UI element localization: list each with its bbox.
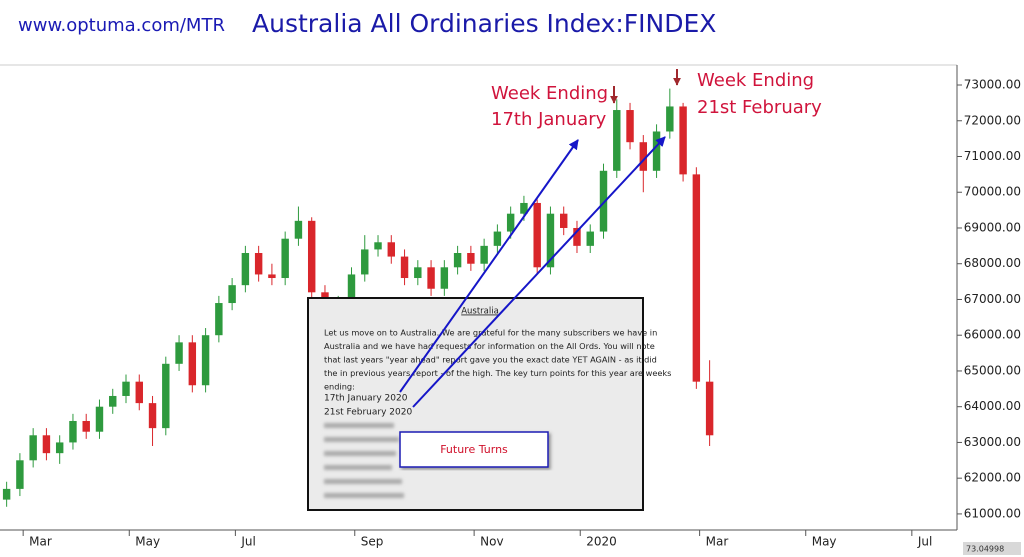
x-tick-label: 2020: [586, 535, 617, 549]
candle-body: [361, 249, 369, 275]
annotation: 21st February: [697, 97, 822, 118]
note-line: that last years "year ahead" report gave…: [324, 355, 657, 365]
chart-title: Australia All Ordinaries Index:FINDEX: [252, 9, 716, 38]
y-tick-label: 71000.00: [964, 149, 1021, 163]
note-line: the in previous years report - of the hi…: [324, 368, 671, 378]
candle-body: [493, 231, 502, 246]
candle-body: [546, 213, 555, 268]
x-tick-label: Jul: [917, 535, 932, 549]
candle-body: [387, 242, 395, 257]
future-turns-button[interactable]: [399, 431, 549, 468]
candle-body: [440, 267, 449, 289]
candle-body: [281, 238, 289, 279]
note-box: [307, 297, 644, 511]
candle-body: [560, 213, 568, 228]
price-tag: [963, 542, 1021, 555]
blurred-text: [324, 423, 404, 498]
source: www.optuma.com/MTR: [18, 15, 225, 36]
candle-body: [254, 253, 263, 275]
candle-body: [307, 220, 316, 293]
candle-body: [2, 488, 11, 500]
note-date: 17th January 2020: [324, 394, 408, 404]
x-tick-label: Sep: [361, 535, 384, 549]
candle-body: [520, 202, 528, 214]
candle-body: [42, 435, 51, 454]
y-tick-label: 66000.00: [964, 328, 1021, 342]
overlay: Australia Let us move on to Australia. W…: [307, 69, 1021, 555]
y-tick-label: 65000.00: [964, 363, 1021, 377]
annotation: Week Ending: [697, 70, 814, 91]
candle-body: [705, 381, 714, 436]
candle-body: [16, 460, 24, 489]
annotation: 17th January: [491, 109, 607, 130]
candle-body: [175, 342, 183, 364]
candle-body: [599, 170, 608, 232]
candle-body: [506, 213, 515, 232]
candle-body: [82, 420, 90, 432]
note-line: Australia and we have had requests for i…: [324, 341, 655, 351]
candle-body: [122, 381, 130, 396]
candle-body: [215, 303, 223, 336]
y-tick-label: 67000.00: [964, 292, 1021, 306]
candle-body: [666, 106, 674, 132]
candle-body: [626, 110, 634, 143]
x-tick-label: May: [812, 535, 837, 549]
arrow: [399, 139, 579, 393]
y-tick-label: 62000.00: [964, 471, 1021, 485]
x-tick-label: Nov: [480, 535, 503, 549]
candle-body: [294, 220, 303, 239]
y-tick-label: 61000.00: [964, 506, 1021, 520]
x-tick-label: Mar: [706, 535, 729, 549]
y-tick-label: 63000.00: [964, 435, 1021, 449]
candle-body: [639, 142, 648, 171]
x-tick-label: Mar: [29, 535, 52, 549]
candle-body: [228, 285, 236, 304]
candle-body: [586, 231, 594, 246]
candle-body: [55, 442, 64, 454]
note-line: Let us move on to Australia. We are grat…: [324, 328, 657, 338]
candle-body: [201, 335, 210, 386]
x-tick-label: May: [135, 535, 160, 549]
y-tick-label: 69000.00: [964, 220, 1021, 234]
button-label[interactable]: Future Turns: [440, 443, 508, 456]
y-tick-label: 73000.00: [964, 78, 1021, 92]
candle-body: [135, 381, 143, 404]
candle-body: [188, 342, 197, 386]
y-tick-label: 70000.00: [964, 185, 1021, 199]
note-title: Australia: [461, 307, 499, 317]
candle-body: [613, 110, 621, 171]
y-tick-label: 72000.00: [964, 113, 1021, 127]
candle-body: [95, 406, 104, 432]
note-date: 21st February 2020: [324, 408, 412, 418]
candle-body: [109, 395, 117, 407]
candle-body: [69, 420, 77, 443]
candle-body: [374, 242, 382, 250]
price-tag-label: 73.04998: [966, 545, 1004, 554]
candle-body: [241, 253, 250, 286]
candle-body: [148, 403, 157, 429]
note-line: ending:: [324, 382, 355, 392]
candle-body: [467, 253, 475, 264]
candle-body: [347, 274, 356, 304]
candle-body: [573, 227, 581, 246]
candle-body: [427, 267, 435, 289]
candle-body: [268, 274, 276, 279]
candle-body: [533, 202, 541, 268]
candle-body: [480, 245, 488, 264]
x-tick-label: Jul: [240, 535, 255, 549]
candle-body: [453, 253, 462, 268]
candle-body: [679, 106, 687, 175]
arrow: [412, 136, 666, 408]
candle-body: [162, 363, 170, 429]
annotation: Week Ending: [491, 83, 608, 104]
candle-body: [652, 131, 661, 171]
y-tick-label: 64000.00: [964, 399, 1021, 413]
plot-area: [0, 64, 958, 531]
candle-body: [29, 435, 37, 461]
y-tick-label: 68000.00: [964, 256, 1021, 270]
candle-body: [414, 267, 422, 279]
candle-body: [692, 174, 701, 382]
candle-body: [400, 256, 409, 279]
